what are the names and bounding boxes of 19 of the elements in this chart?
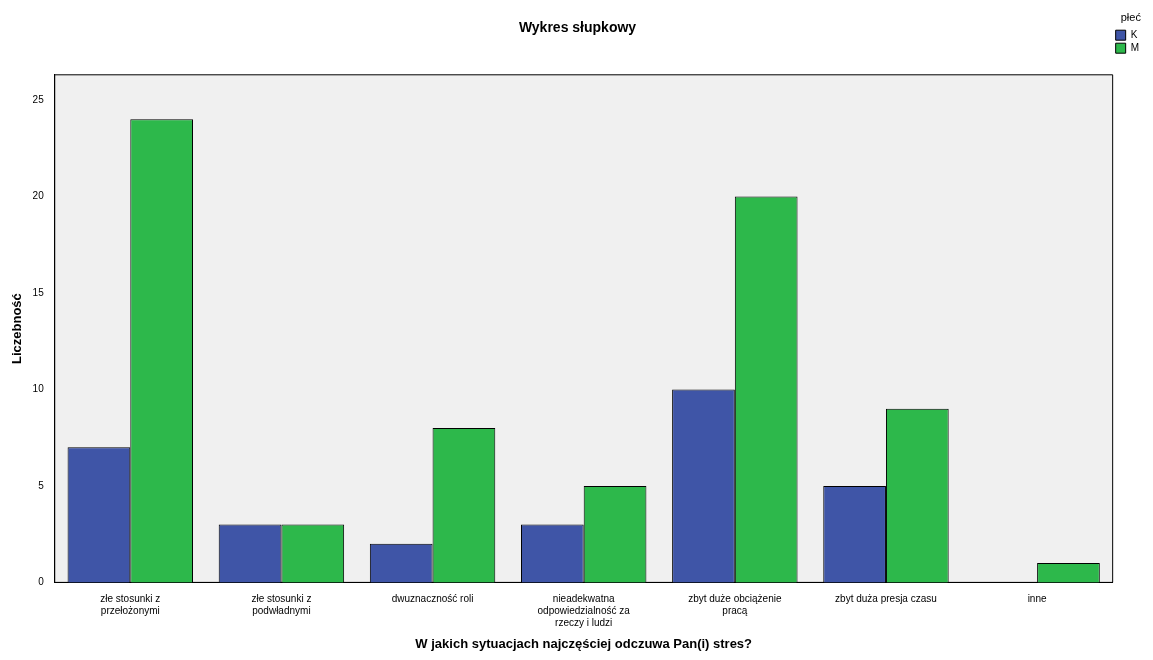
y-tick-label: 15 xyxy=(32,286,45,298)
y-tick-label: 5 xyxy=(38,479,45,491)
x-axis-title: W jakich sytuacjach najczęściej odczuwa Pan(i) stres? xyxy=(415,635,753,651)
x-tick-label: złe stosunki z przełożonymi xyxy=(100,593,161,617)
legend-title: płeć xyxy=(1120,10,1142,23)
x-tick-label: dwuznaczność roli xyxy=(391,593,474,605)
chart-title: Wykres słupkowy xyxy=(518,19,637,36)
x-tick-label: złe stosunki z podwładnymi xyxy=(251,593,312,617)
y-tick-label: 10 xyxy=(32,383,45,395)
x-tick-label: nieadekwatna odpowiedzialność za rzeczy i ludzi xyxy=(537,593,631,629)
y-tick-label: 25 xyxy=(32,93,45,105)
x-tick-label: zbyt duże obciążenie pracą xyxy=(688,593,782,617)
y-tick-label: 0 xyxy=(38,576,45,588)
legend-label: M xyxy=(1130,41,1140,53)
x-tick-label: zbyt duża presja czasu xyxy=(835,593,937,605)
y-axis-title: Liczebność xyxy=(9,293,25,364)
legend-label: K xyxy=(1130,28,1138,40)
x-tick-label: inne xyxy=(1027,593,1047,605)
y-tick-label: 20 xyxy=(32,190,45,202)
